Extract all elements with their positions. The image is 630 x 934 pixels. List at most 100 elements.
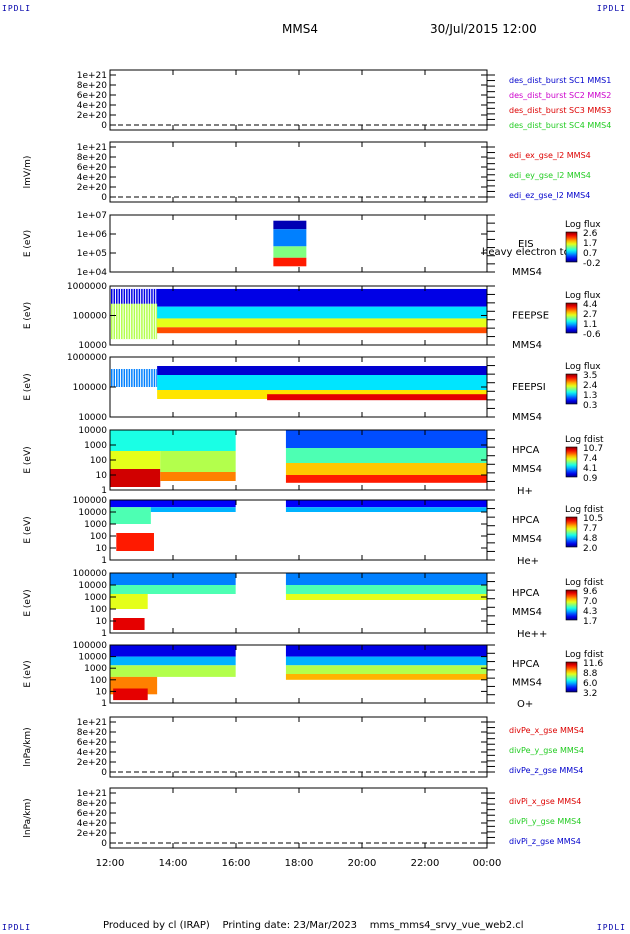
y-tick-label: 1000	[84, 593, 107, 603]
spectrogram-cell	[160, 451, 236, 472]
spectrogram-cell	[285, 475, 487, 483]
colorbar	[565, 661, 578, 693]
instrument-label: FEEPSI	[512, 382, 546, 393]
y-tick-label: 100000	[73, 496, 108, 506]
y-tick-label: 1	[101, 556, 107, 566]
panel-4: 1000000 100000 10000 E (eV) FEEPSE MMS4 Log fl…	[23, 282, 601, 351]
colorbar-title: Log flux	[565, 362, 601, 372]
data-gap-stripe	[140, 360, 142, 411]
data-gap-stripe	[112, 288, 114, 340]
colorbar	[565, 516, 578, 548]
y-tick-label: 100000	[73, 383, 108, 393]
species-label: H+	[517, 486, 533, 497]
y-tick-label: 1	[101, 629, 107, 639]
y-axis-label: E (eV)	[23, 230, 33, 257]
colorbar-title: Log fdist	[565, 650, 604, 660]
data-gap-stripe	[140, 288, 142, 340]
y-tick-label: 10000	[78, 413, 107, 423]
y-tick-label: 1000000	[67, 353, 107, 363]
corner-mark-bottom-right: IPDLI	[596, 923, 626, 932]
y-tick-label: 1e+21	[77, 789, 107, 799]
panel-8: 100000 10000 1000 100 10 1 E (eV) HPCA MMS4 He++ L…	[23, 569, 604, 640]
legend-entry: des_dist_burst SC2 MMS2	[509, 91, 611, 100]
data-gap-stripe	[122, 288, 124, 340]
spectrogram-cell	[273, 220, 307, 230]
corner-mark-top-left: IPDLI	[2, 4, 32, 13]
spectrogram-cell	[110, 306, 487, 319]
species-label: O+	[517, 699, 533, 710]
y-tick-label: 10	[96, 687, 108, 697]
data-gap-stripe	[145, 288, 147, 340]
y-tick-label: 6e+20	[77, 91, 108, 101]
colorbar-tick-label: 4.1	[583, 464, 597, 474]
y-tick-label: 1000	[84, 664, 107, 674]
colorbar-tick-label: 0.7	[583, 249, 597, 259]
instrument-label: HPCA	[512, 659, 540, 670]
y-tick-label: 100	[90, 605, 107, 615]
spacecraft-label: MMS4	[512, 534, 542, 545]
footer-script-name: mms_mms4_srvy_vue_web2.cl	[369, 920, 524, 931]
date-title: 30/Jul/2015 12:00	[430, 22, 537, 36]
data-gap-stripe	[130, 288, 132, 340]
spectrogram-cell	[285, 448, 487, 463]
data-gap-stripe	[125, 288, 127, 340]
spectrogram-cell	[110, 318, 487, 328]
x-tick-label: 14:00	[159, 858, 188, 869]
spectrogram-cell	[150, 507, 236, 512]
y-tick-label: 2e+20	[77, 829, 108, 839]
spectrogram-cell	[113, 688, 148, 701]
y-tick-label: 1e+06	[77, 230, 108, 240]
instrument-label: HPCA	[512, 515, 540, 526]
colorbar-tick-label: 8.8	[583, 669, 598, 679]
data-gap-stripe	[155, 288, 157, 340]
spectrogram-cell	[110, 288, 487, 307]
y-tick-label: 1	[101, 699, 107, 709]
spectrogram-cell	[116, 533, 154, 551]
corner-mark-top-right: IPDLI	[596, 4, 626, 13]
colorbar-title: Log fdist	[565, 505, 604, 515]
spectrogram-cell	[110, 430, 236, 451]
spectrogram-cell	[147, 327, 487, 334]
legend-entry: divPe_x_gse MMS4	[509, 726, 584, 735]
x-tick-label: 22:00	[411, 858, 440, 869]
y-tick-label: 8e+20	[77, 799, 108, 809]
spectrogram-cell	[160, 472, 236, 481]
y-tick-label: 0	[101, 768, 107, 778]
y-tick-label: 4e+20	[77, 748, 108, 758]
instrument-sublabel: heavy electron to	[482, 247, 570, 258]
panel-frame	[109, 787, 488, 849]
data-gap-stripe	[120, 360, 122, 411]
colorbar-tick-label: 3.2	[583, 689, 597, 699]
spectrogram-cell	[110, 656, 236, 666]
data-gap-stripe	[115, 360, 117, 411]
spectrogram-cell	[157, 375, 487, 390]
spectrogram-cell	[285, 665, 487, 674]
data-gap-stripe	[125, 360, 127, 411]
data-gap-stripe	[137, 360, 139, 411]
colorbar	[565, 589, 578, 621]
colorbar-tick-label: 0.9	[583, 474, 598, 484]
colorbar-tick-label: 4.8	[583, 534, 598, 544]
data-gap-stripe	[135, 360, 137, 411]
data-gap-stripe	[127, 360, 129, 411]
y-axis-label: E (eV)	[23, 589, 33, 616]
spectrogram-cell	[285, 507, 487, 512]
x-tick-label: 16:00	[222, 858, 251, 869]
spacecraft-label: MMS4	[512, 607, 542, 618]
y-axis-label: lnPa/km)	[23, 727, 33, 766]
y-tick-label: 1e+21	[77, 71, 107, 81]
spectrogram-cell	[285, 500, 487, 508]
colorbar-tick-label: 1.7	[583, 239, 597, 249]
spacecraft-label: MMS4	[512, 678, 542, 689]
colorbar-tick-label: 4.4	[583, 300, 598, 310]
spectrogram-cell	[110, 645, 236, 657]
y-tick-label: 1000	[84, 441, 107, 451]
y-tick-label: 0	[101, 839, 107, 849]
legend-entry: edi_ez_gse_l2 MMS4	[509, 191, 590, 200]
colorbar-tick-label: 2.7	[583, 310, 597, 320]
legend-entry: des_dist_burst SC3 MMS3	[509, 106, 611, 115]
colorbar-tick-label: 7.7	[583, 524, 597, 534]
y-tick-label: 10	[96, 471, 108, 481]
